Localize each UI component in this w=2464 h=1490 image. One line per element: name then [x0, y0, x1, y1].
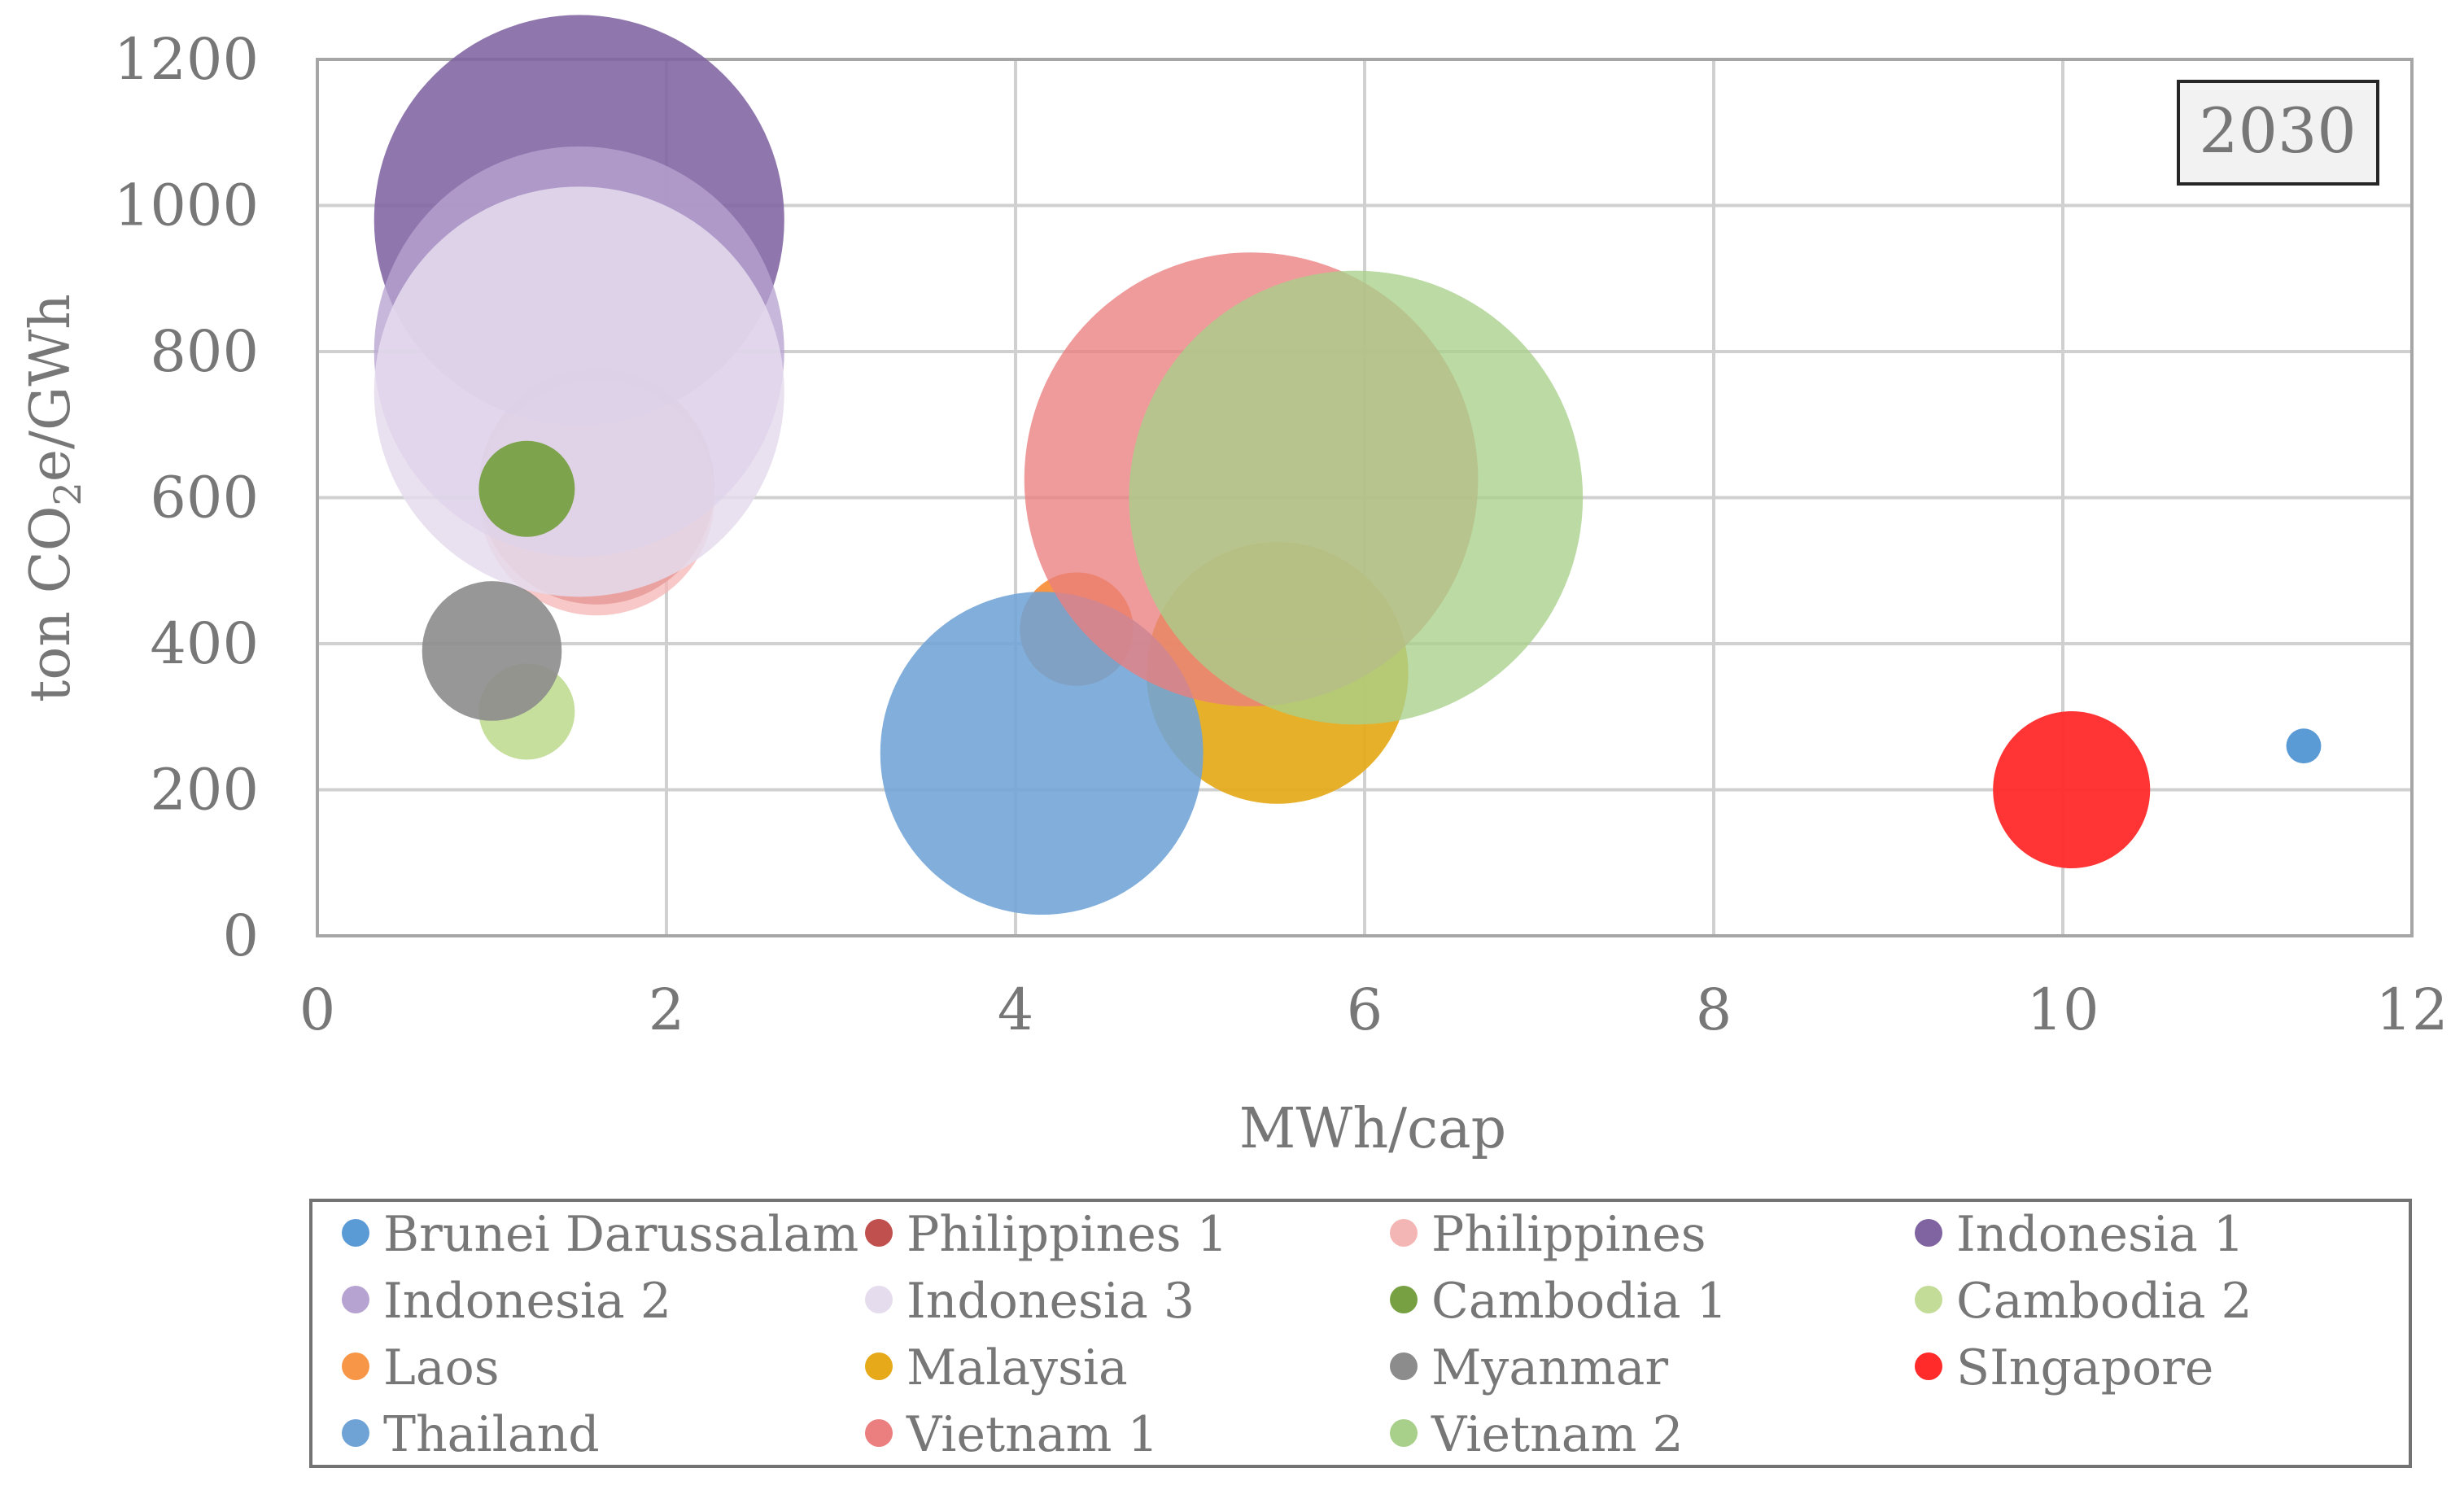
legend-label-vietnam-1: Vietnam 1 [906, 1406, 1159, 1463]
x-tick-label: 12 [2375, 977, 2448, 1043]
x-tick-label: 0 [299, 977, 336, 1043]
y-tick-label: 800 [150, 318, 259, 385]
y-axis-title-suffix: e/GWh [19, 294, 83, 482]
legend: Brunei Darussalam Philippines 1 Philippine… [342, 1206, 2252, 1463]
legend-label-cambodia-1: Cambodia 1 [1431, 1273, 1728, 1330]
y-tick-label: 200 [150, 757, 259, 824]
y-tick-label: 400 [150, 610, 259, 677]
y-tick-label: 1200 [114, 26, 259, 93]
x-tick-label: 6 [1347, 977, 1383, 1043]
legend-label-singapore: SIngapore [1956, 1339, 2213, 1396]
legend-marker-brunei-darussalam [342, 1219, 369, 1247]
legend-label-indonesia-1: Indonesia 1 [1956, 1206, 2244, 1263]
bubble-singapore [1993, 710, 2151, 869]
legend-marker-singapore [1915, 1352, 1942, 1380]
bubble-thailand [880, 592, 1204, 915]
legend-marker-cambodia-1 [1390, 1286, 1418, 1313]
legend-marker-indonesia-1 [1915, 1219, 1942, 1247]
x-axis-title: MWh/cap [1239, 1097, 1506, 1161]
x-tick-label: 2 [649, 977, 685, 1043]
x-tick-label: 4 [998, 977, 1034, 1043]
bubbles-layer [374, 15, 2322, 915]
legend-label-cambodia-2: Cambodia 2 [1956, 1273, 2252, 1330]
legend-label-thailand: Thailand [383, 1406, 600, 1463]
y-tick-label: 0 [222, 902, 259, 969]
legend-marker-laos [342, 1352, 369, 1380]
legend-marker-indonesia-2 [342, 1286, 369, 1313]
plot-area-frame [316, 58, 2414, 937]
bubble-myanmar [422, 581, 562, 721]
y-axis-title-prefix: ton CO [19, 506, 83, 702]
y-tick-label: 1000 [114, 173, 259, 239]
y-axis-title: ton CO2e/GWh [19, 294, 90, 702]
year-annotation: 2030 [2199, 94, 2356, 167]
legend-marker-myanmar [1390, 1352, 1418, 1380]
legend-label-malaysia: Malaysia [907, 1339, 1128, 1396]
legend-marker-cambodia-2 [1915, 1286, 1942, 1313]
legend-label-vietnam-2: Vietnam 2 [1431, 1406, 1684, 1463]
legend-label-indonesia-2: Indonesia 2 [383, 1273, 671, 1330]
legend-marker-indonesia-3 [865, 1286, 893, 1313]
legend-marker-malaysia [865, 1352, 893, 1380]
x-tick-label: 10 [2026, 977, 2099, 1043]
legend-label-indonesia-3: Indonesia 3 [907, 1273, 1195, 1330]
legend-label-laos: Laos [383, 1339, 500, 1396]
y-tick-label: 600 [150, 465, 259, 531]
legend-marker-philippines-1 [865, 1219, 893, 1247]
y-axis-title-subscript: 2 [46, 482, 90, 505]
bubble-indonesia-3 [374, 186, 784, 597]
legend-box [309, 1199, 2412, 1468]
x-tick-label: 8 [1696, 977, 1732, 1043]
legend-marker-philippines [1390, 1219, 1418, 1247]
legend-marker-vietnam-1 [865, 1419, 893, 1447]
bubble-vietnam-2 [1129, 270, 1584, 725]
bubble-cambodia-1 [478, 440, 575, 537]
ticks-layer: 0 2 4 6 8 10 12 0 200 400 600 800 1000 1200 [114, 26, 2449, 1043]
legend-label-philippines-1: Philippines 1 [907, 1206, 1228, 1263]
legend-marker-vietnam-2 [1390, 1419, 1418, 1447]
bubble-brunei-darussalam [2286, 728, 2322, 764]
legend-label-myanmar: Myanmar [1431, 1339, 1668, 1396]
legend-label-philippines: Philippines [1431, 1206, 1706, 1263]
legend-marker-thailand [342, 1419, 369, 1447]
year-annotation-box: 2030 [2177, 80, 2379, 186]
legend-label-brunei-darussalam: Brunei Darussalam [383, 1206, 858, 1263]
